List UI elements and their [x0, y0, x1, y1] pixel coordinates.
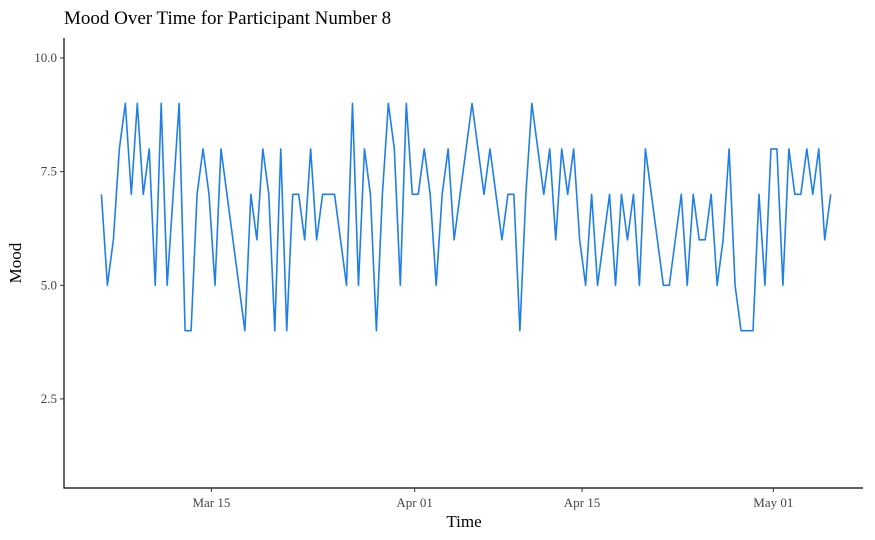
- chart-title: Mood Over Time for Participant Number 8: [64, 8, 391, 29]
- y-tick-label: 5.0: [41, 277, 57, 292]
- y-axis-label: Mood: [6, 242, 25, 283]
- y-tick-label: 2.5: [41, 391, 57, 406]
- x-tick-label: Apr 15: [564, 495, 600, 510]
- x-tick-label: May 01: [753, 495, 793, 510]
- x-tick-label: Mar 15: [192, 495, 230, 510]
- x-tick-label: Apr 01: [396, 495, 432, 510]
- y-tick-label: 10.0: [34, 50, 57, 65]
- x-axis-label: Time: [446, 512, 481, 531]
- y-tick-label: 7.5: [41, 164, 57, 179]
- data-line: [100, 102, 832, 332]
